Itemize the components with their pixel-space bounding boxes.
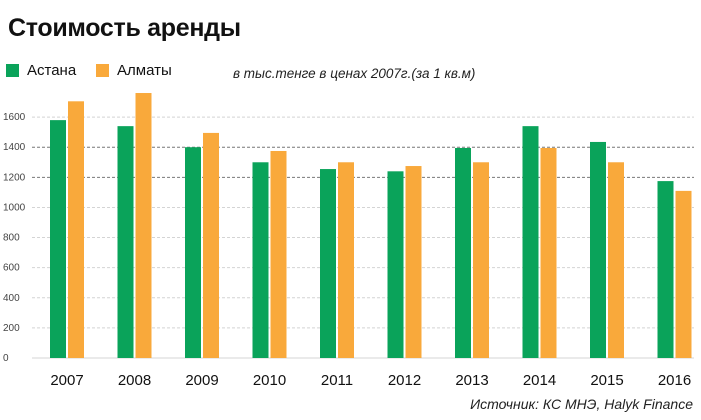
chart-title: Стоимость аренды bbox=[8, 14, 241, 42]
bar-astana-2007 bbox=[50, 120, 66, 358]
x-tick-label-2009: 2009 bbox=[185, 372, 218, 389]
y-tick-label: 1200 bbox=[3, 172, 26, 183]
bar-almaty-2010 bbox=[270, 150, 287, 358]
y-tick-label: 0 bbox=[3, 353, 9, 364]
legend-swatch-astana bbox=[6, 64, 19, 77]
x-tick-label-2010: 2010 bbox=[253, 372, 286, 389]
x-tick-label-2013: 2013 bbox=[455, 372, 488, 389]
bar-astana-2015 bbox=[590, 141, 606, 358]
bar-astana-2011 bbox=[320, 169, 336, 358]
bar-almaty-2009 bbox=[203, 132, 219, 358]
y-tick-label: 400 bbox=[3, 293, 20, 304]
x-tick-label-2014: 2014 bbox=[523, 372, 556, 389]
y-tick-label: 1600 bbox=[3, 112, 26, 123]
legend-swatch-almaty bbox=[96, 64, 109, 77]
unit-note: в тыс.тенге в ценах 2007г.(за 1 кв.м) bbox=[233, 66, 476, 81]
bars bbox=[50, 93, 692, 359]
bar-astana-2013 bbox=[455, 147, 471, 358]
x-tick-label-2016: 2016 bbox=[658, 372, 691, 389]
y-tick-label: 200 bbox=[3, 323, 20, 334]
y-tick-label: 1000 bbox=[3, 202, 26, 213]
bar-almaty-2012 bbox=[405, 166, 422, 358]
x-tick-label-2012: 2012 bbox=[388, 372, 421, 389]
legend-label-astana: Астана bbox=[27, 62, 77, 79]
bar-almaty-2013 bbox=[473, 162, 489, 358]
y-tick-labels: 0 200 400 600 800 1000 1200 1400 1600 bbox=[3, 112, 26, 364]
bar-astana-2016 bbox=[657, 181, 674, 358]
bar-almaty-2011 bbox=[338, 162, 354, 358]
x-tick-label-2007: 2007 bbox=[50, 372, 83, 389]
bar-astana-2010 bbox=[252, 162, 269, 358]
bar-astana-2009 bbox=[185, 147, 201, 358]
bar-astana-2014 bbox=[522, 126, 539, 359]
bar-almaty-2015 bbox=[608, 162, 624, 358]
source-note: Источник: КС МНЭ, Halyk Finance bbox=[470, 396, 693, 412]
bar-astana-2012 bbox=[387, 171, 404, 358]
bar-almaty-2014 bbox=[540, 147, 557, 358]
y-tick-label: 800 bbox=[3, 233, 20, 244]
bar-astana-2008 bbox=[117, 126, 134, 359]
bar-almaty-2016 bbox=[675, 190, 692, 358]
y-tick-label: 600 bbox=[3, 263, 20, 274]
bar-almaty-2008 bbox=[135, 93, 152, 359]
x-tick-label-2008: 2008 bbox=[118, 372, 151, 389]
x-tick-labels: 2007 2008 2009 2010 2011 2012 2013 2014 2015 2016 bbox=[50, 372, 691, 389]
y-tick-label: 1400 bbox=[3, 142, 26, 153]
bar-almaty-2007 bbox=[68, 101, 84, 358]
x-tick-label-2015: 2015 bbox=[590, 372, 623, 389]
x-tick-label-2011: 2011 bbox=[321, 372, 353, 389]
legend-label-almaty: Алматы bbox=[117, 62, 172, 79]
